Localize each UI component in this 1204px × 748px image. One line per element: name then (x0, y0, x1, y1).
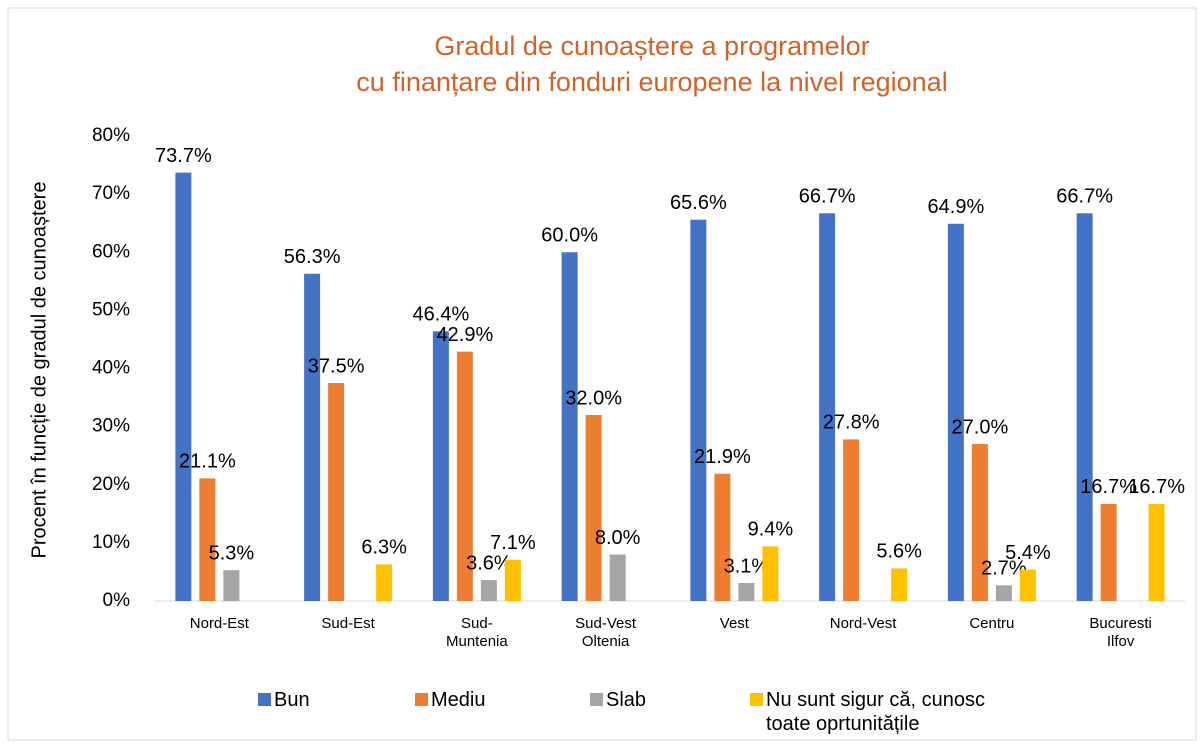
bar (738, 582, 755, 601)
bar (714, 473, 731, 601)
data-label: 60.0% (541, 225, 598, 247)
bar (819, 213, 836, 601)
data-label: 21.1% (179, 451, 236, 473)
x-tick-label: Bucuresti Ilfov (1089, 615, 1152, 650)
bar (328, 383, 345, 601)
data-label: 42.9% (437, 324, 494, 346)
data-label: 3.6% (466, 552, 512, 574)
bar (843, 439, 860, 601)
y-axis-label: Procent în funcție de gradul de cunoaște… (28, 182, 50, 559)
bar (995, 585, 1012, 601)
data-label: 73.7% (155, 145, 212, 167)
bar (947, 223, 964, 602)
bar (504, 559, 521, 601)
bar (376, 564, 393, 601)
data-label: 66.7% (799, 186, 856, 208)
bar (432, 331, 449, 601)
data-label: 5.4% (1005, 542, 1051, 564)
x-tick-label: Sud-Vest Oltenia (575, 615, 637, 650)
legend-label: Nu sunt sigur că, cunosc toate oprtunită… (766, 689, 985, 735)
y-tick-label: 50% (92, 299, 130, 320)
bar (223, 570, 240, 601)
bar (609, 554, 626, 601)
legend-label: Mediu (431, 689, 486, 711)
data-label: 37.5% (308, 355, 365, 377)
bar (561, 252, 578, 601)
y-tick-label: 0% (103, 590, 131, 611)
y-tick-label: 30% (92, 416, 130, 437)
chart-title: cu finanțare din fonduri europene la niv… (356, 67, 947, 97)
chart-title: Gradul de cunoaștere a programelor (434, 31, 869, 61)
bar (690, 219, 707, 601)
x-tick-label: Vest (719, 615, 749, 632)
legend-label: Bun (274, 689, 310, 711)
bar (971, 444, 988, 601)
data-label: 65.6% (670, 192, 727, 214)
y-tick-label: 20% (92, 474, 130, 495)
data-label: 16.7% (1128, 476, 1185, 498)
bar (585, 415, 602, 601)
data-label: 7.1% (490, 532, 536, 554)
legend-label: Slab (606, 689, 647, 711)
x-tick-label: Sud-Est (321, 615, 375, 632)
bar (480, 580, 497, 601)
data-label: 27.8% (823, 412, 880, 434)
data-label: 56.3% (284, 246, 341, 268)
bar (304, 273, 321, 601)
bar (175, 172, 192, 601)
data-label: 66.7% (1056, 186, 1113, 208)
legend-swatch (258, 693, 271, 706)
data-label: 32.0% (565, 387, 622, 409)
data-label: 21.9% (694, 446, 751, 468)
data-label: 9.4% (748, 519, 794, 541)
bar (891, 568, 908, 601)
bar (1100, 503, 1117, 601)
y-tick-label: 40% (92, 358, 130, 379)
x-tick-label: Centru (969, 615, 1015, 632)
bar (199, 478, 216, 601)
y-tick-label: 70% (92, 183, 130, 204)
data-label: 8.0% (595, 527, 641, 549)
y-tick-label: 60% (92, 241, 130, 262)
bar (1148, 503, 1165, 601)
data-label: 5.3% (209, 542, 255, 564)
x-tick-label: Sud-Muntenia (446, 615, 508, 650)
x-tick-label: Nord-Est (189, 615, 249, 632)
x-tick-label: Nord-Vest (829, 615, 897, 632)
bar (1076, 213, 1093, 601)
bar (456, 351, 473, 601)
y-tick-label: 10% (92, 532, 130, 553)
data-label: 64.9% (928, 196, 985, 218)
bar (762, 546, 779, 601)
y-tick-label: 80% (92, 125, 130, 146)
legend-swatch (590, 693, 603, 706)
data-label: 16.7% (1080, 476, 1137, 498)
bar (1019, 569, 1036, 601)
data-label: 46.4% (413, 304, 470, 326)
data-label: 2.7% (981, 558, 1027, 580)
data-label: 27.0% (952, 416, 1009, 438)
data-label: 6.3% (361, 537, 407, 559)
legend-swatch (415, 693, 428, 706)
legend-swatch (750, 693, 763, 706)
chart-border (7, 7, 1197, 741)
data-label: 5.6% (876, 541, 922, 563)
data-label: 3.1% (724, 555, 770, 577)
